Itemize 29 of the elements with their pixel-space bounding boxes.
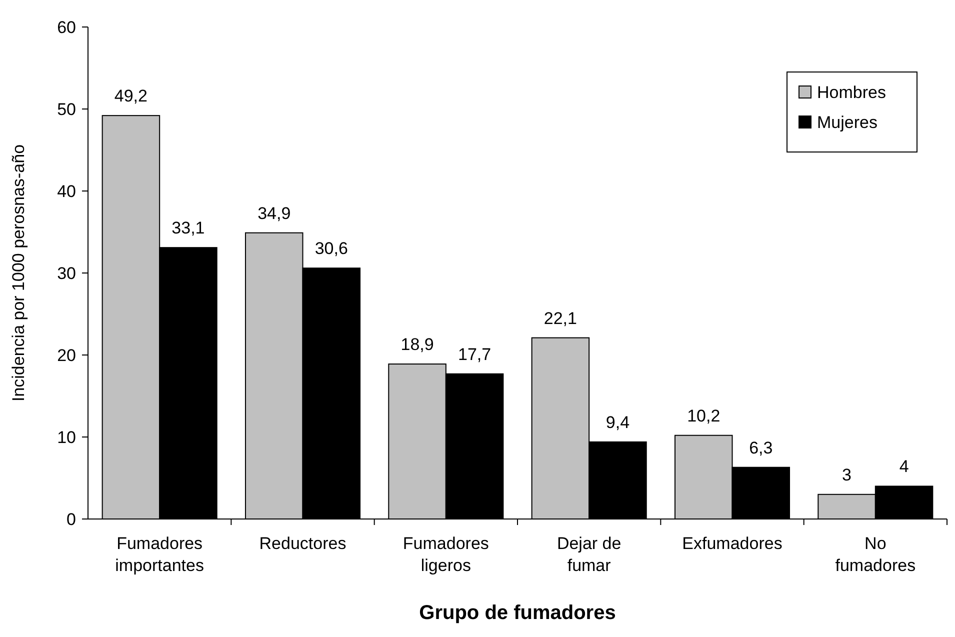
data-label: 22,1 xyxy=(544,308,577,328)
data-label: 34,9 xyxy=(258,204,291,223)
y-tick-label: 40 xyxy=(57,182,76,201)
data-label: 9,4 xyxy=(606,412,630,432)
x-tick-label: Dejar de fumar xyxy=(556,534,622,576)
data-label: 17,7 xyxy=(458,344,492,364)
y-tick-label: 10 xyxy=(57,428,76,447)
x-tick-label: Exfumadores xyxy=(682,534,782,553)
data-label: 6,3 xyxy=(749,438,773,458)
data-label: 10,2 xyxy=(687,406,720,426)
data-label: 33,1 xyxy=(172,218,205,238)
data-label: 18,9 xyxy=(400,335,434,354)
y-axis-title: Incidencia por 1000 perosnas-año xyxy=(9,144,28,402)
x-tick-label: Fumadores ligeros xyxy=(402,534,489,576)
y-tick-label: 0 xyxy=(66,510,76,529)
legend-label: Mujeres xyxy=(817,112,878,132)
x-tick-label: No fumadores xyxy=(835,534,916,576)
legend-label: Hombres xyxy=(817,82,886,102)
data-label: 3 xyxy=(842,465,852,484)
data-label: 4 xyxy=(899,457,909,476)
y-tick-label: 60 xyxy=(57,18,76,37)
x-tick-label: Reductores xyxy=(259,534,346,553)
y-tick-label: 30 xyxy=(57,264,76,283)
x-axis-title: Grupo de fumadores xyxy=(419,602,616,624)
data-label: 30,6 xyxy=(314,239,348,258)
data-label: 49,2 xyxy=(114,86,148,106)
y-tick-label: 50 xyxy=(57,100,76,119)
x-tick-label: Fumadores importantes xyxy=(115,534,204,576)
y-tick-label: 20 xyxy=(57,346,76,365)
